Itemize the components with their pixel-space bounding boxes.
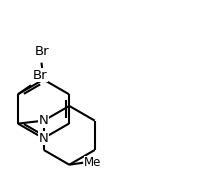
Text: N: N xyxy=(39,132,48,145)
Text: Br: Br xyxy=(34,45,49,58)
Text: N: N xyxy=(39,114,49,127)
Text: Me: Me xyxy=(84,156,102,169)
Text: Br: Br xyxy=(33,69,47,82)
